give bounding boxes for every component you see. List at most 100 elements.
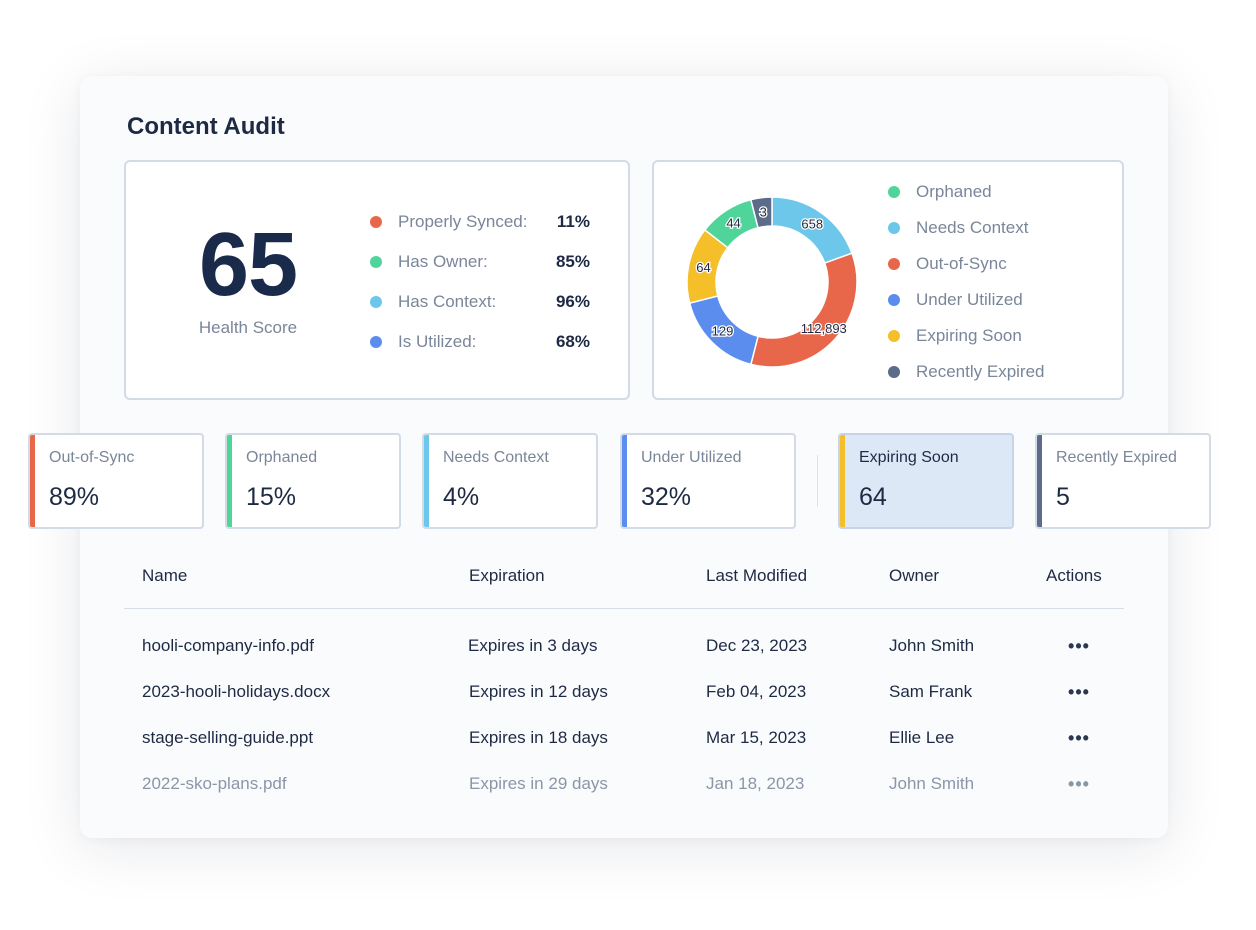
file-name[interactable]: 2022-sko-plans.pdf [142, 774, 287, 793]
stat-color-bar [1037, 435, 1042, 527]
donut-slice-recently-expired[interactable] [749, 196, 773, 229]
last-modified: Dec 23, 2023 [706, 636, 808, 655]
owner: Ellie Lee [889, 728, 955, 747]
legend-dot-icon [888, 366, 900, 378]
file-name[interactable]: stage-selling-guide.ppt [142, 728, 314, 747]
stat-value: 5 [1056, 483, 1070, 511]
legend-item-out-of-sync: Out-of-Sync [888, 252, 1118, 276]
stat-card-out-of-sync[interactable]: Out-of-Sync 89% [28, 433, 204, 529]
expiration: Expires in 12 days [469, 682, 608, 701]
health-score-label: Health Score [198, 318, 298, 337]
status-dot-icon [370, 336, 382, 348]
legend-label: Recently Expired [916, 362, 1045, 381]
metric-has-owner: Has Owner: 85% [370, 250, 610, 274]
donut-slice-label: 112,893 [801, 321, 847, 336]
stat-color-bar [424, 435, 429, 527]
legend-label: Expiring Soon [916, 326, 1022, 345]
last-modified: Feb 04, 2023 [706, 682, 807, 701]
status-dot-icon [370, 256, 382, 268]
stat-color-bar [30, 435, 35, 527]
more-actions-icon[interactable]: ••• [1068, 774, 1090, 794]
legend-label: Under Utilized [916, 290, 1023, 309]
more-actions-icon[interactable]: ••• [1068, 728, 1090, 748]
table-header-divider [124, 608, 1124, 609]
donut-chart: 658 112,893 129 64 44 3 [686, 196, 858, 368]
column-header-expiration[interactable]: Expiration [469, 566, 545, 585]
legend-dot-icon [888, 258, 900, 270]
column-header-owner[interactable]: Owner [889, 566, 940, 585]
legend-item-expiring-soon: Expiring Soon [888, 324, 1118, 348]
stat-color-bar [622, 435, 627, 527]
expiration: Expires in 29 days [469, 774, 608, 793]
expiration: Expires in 18 days [469, 728, 608, 747]
more-actions-icon[interactable]: ••• [1068, 636, 1090, 656]
donut-slice-label: 3 [760, 205, 767, 220]
page-title: Content Audit [127, 113, 285, 140]
table-row[interactable]: 2022-sko-plans.pdf Expires in 29 days Ja… [0, 774, 1256, 804]
donut-chart-panel: 658 112,893 129 64 44 3 Orphaned Needs Contex… [652, 160, 1124, 400]
column-header-actions: Actions [1046, 566, 1102, 585]
stat-value: 15% [246, 483, 297, 511]
owner: John Smith [889, 774, 975, 793]
status-dot-icon [370, 296, 382, 308]
column-header-name[interactable]: Name [142, 566, 188, 585]
stat-color-bar [840, 435, 845, 527]
metric-label: Has Owner: [398, 252, 488, 271]
metric-value: 85% [555, 252, 590, 271]
metric-label: Has Context: [398, 292, 497, 311]
metric-value: 68% [555, 332, 590, 351]
expiration: Expires in 3 days [468, 636, 598, 655]
stat-label: Needs Context [443, 449, 549, 466]
metric-label: Is Utilized: [398, 332, 477, 351]
stat-value: 4% [443, 483, 480, 511]
column-header-last-modified[interactable]: Last Modified [706, 566, 808, 585]
stat-label: Out-of-Sync [49, 449, 135, 466]
owner: John Smith [889, 636, 975, 655]
donut-slice-label: 44 [726, 215, 740, 230]
legend-item-recently-expired: Recently Expired [888, 360, 1118, 384]
metric-properly-synced: Properly Synced: 11% [370, 210, 610, 234]
stat-color-bar [227, 435, 232, 527]
stat-card-recently-expired[interactable]: Recently Expired 5 [1035, 433, 1211, 529]
metric-is-utilized: Is Utilized: 68% [370, 330, 610, 354]
legend-dot-icon [888, 294, 900, 306]
metric-value: 96% [555, 292, 590, 311]
legend-dot-icon [888, 222, 900, 234]
stat-value: 64 [859, 483, 887, 511]
file-name[interactable]: 2023-hooli-holidays.docx [142, 682, 331, 701]
stat-card-needs-context[interactable]: Needs Context 4% [422, 433, 598, 529]
legend-dot-icon [888, 186, 900, 198]
stat-label: Under Utilized [641, 449, 742, 466]
legend-label: Needs Context [916, 218, 1029, 237]
last-modified: Mar 15, 2023 [706, 728, 807, 747]
owner: Sam Frank [889, 682, 973, 701]
file-name[interactable]: hooli-company-info.pdf [142, 636, 314, 655]
table-row[interactable]: stage-selling-guide.ppt Expires in 18 da… [0, 728, 1256, 758]
donut-slice-label: 64 [696, 260, 710, 275]
stat-card-orphaned[interactable]: Orphaned 15% [225, 433, 401, 529]
metric-has-context: Has Context: 96% [370, 290, 610, 314]
table-row[interactable]: 2023-hooli-holidays.docx Expires in 12 d… [0, 682, 1256, 712]
stat-card-expiring-soon[interactable]: Expiring Soon 64 [838, 433, 1014, 529]
donut-slice-label: 658 [801, 217, 823, 232]
donut-slice-label: 129 [712, 323, 734, 338]
legend-item-needs-context: Needs Context [888, 216, 1118, 240]
more-actions-icon[interactable]: ••• [1068, 682, 1090, 702]
stat-value: 89% [49, 483, 100, 511]
stat-card-under-utilized[interactable]: Under Utilized 32% [620, 433, 796, 529]
legend-label: Out-of-Sync [916, 254, 1007, 273]
last-modified: Jan 18, 2023 [706, 774, 805, 793]
donut-slice-out-of-sync[interactable] [749, 252, 858, 368]
status-dot-icon [370, 216, 382, 228]
legend-label: Orphaned [916, 182, 992, 201]
stat-value: 32% [641, 483, 692, 511]
stat-label: Recently Expired [1056, 449, 1177, 466]
stat-label: Expiring Soon [859, 449, 959, 466]
legend-dot-icon [888, 330, 900, 342]
table-row[interactable]: hooli-company-info.pdf Expires in 3 days… [0, 636, 1256, 666]
stat-label: Orphaned [246, 449, 318, 466]
health-score-panel: 65 Health Score Properly Synced: 11% Has… [124, 160, 630, 400]
legend-item-orphaned: Orphaned [888, 180, 1118, 204]
health-score-value: 65 [198, 215, 298, 315]
metric-value: 11% [556, 212, 590, 231]
